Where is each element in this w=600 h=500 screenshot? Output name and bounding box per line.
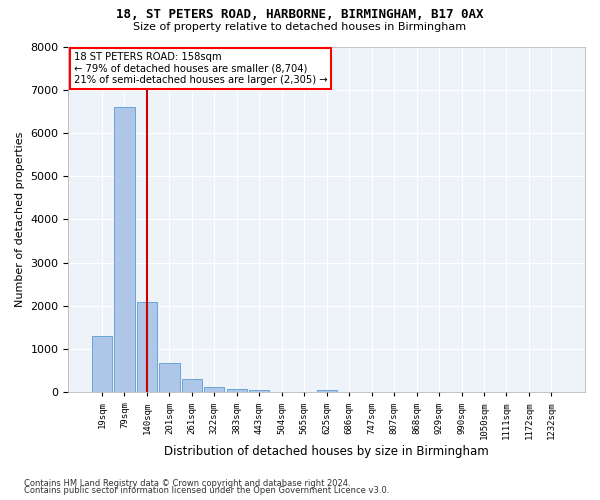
X-axis label: Distribution of detached houses by size in Birmingham: Distribution of detached houses by size …: [164, 444, 489, 458]
Bar: [204, 387, 224, 392]
Bar: [137, 302, 157, 392]
Bar: [92, 336, 112, 392]
Text: 18, ST PETERS ROAD, HARBORNE, BIRMINGHAM, B17 0AX: 18, ST PETERS ROAD, HARBORNE, BIRMINGHAM…: [116, 8, 484, 20]
Text: Size of property relative to detached houses in Birmingham: Size of property relative to detached ho…: [133, 22, 467, 32]
Text: Contains public sector information licensed under the Open Government Licence v3: Contains public sector information licen…: [24, 486, 389, 495]
Text: 18 ST PETERS ROAD: 158sqm
← 79% of detached houses are smaller (8,704)
21% of se: 18 ST PETERS ROAD: 158sqm ← 79% of detac…: [74, 52, 327, 85]
Text: Contains HM Land Registry data © Crown copyright and database right 2024.: Contains HM Land Registry data © Crown c…: [24, 478, 350, 488]
Bar: [249, 390, 269, 392]
Bar: [115, 107, 134, 393]
Bar: [182, 380, 202, 392]
Bar: [159, 363, 179, 392]
Bar: [317, 390, 337, 392]
Bar: [227, 390, 247, 392]
Y-axis label: Number of detached properties: Number of detached properties: [15, 132, 25, 307]
